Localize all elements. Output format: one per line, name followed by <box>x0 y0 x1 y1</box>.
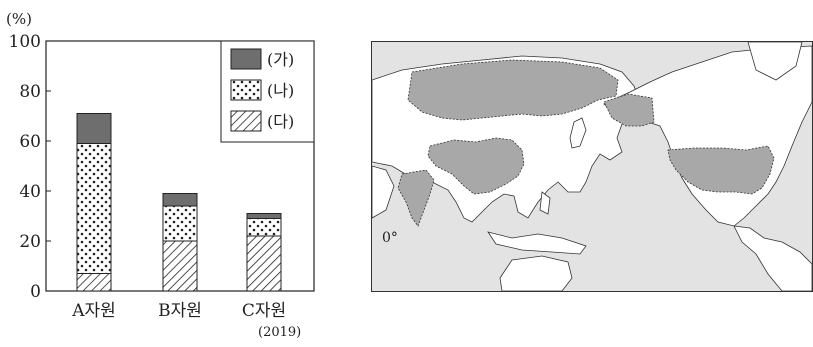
x-axis: A자원 B자원 C자원 <box>71 301 286 321</box>
bar-segment <box>162 193 198 207</box>
bars <box>76 113 282 292</box>
map-land-indonesia <box>487 231 587 255</box>
map-land-australia <box>499 255 573 291</box>
legend-label: (가) <box>267 50 294 69</box>
x-category-label: C자원 <box>242 301 286 321</box>
bar-segment <box>246 235 282 292</box>
map-land-africa <box>372 165 395 219</box>
legend: (가) (나) (다) <box>220 40 315 143</box>
bar-segment <box>76 113 112 144</box>
legend-label: (나) <box>267 81 294 100</box>
map-country-china <box>427 137 525 195</box>
y-tick-label: 100 <box>9 32 41 52</box>
y-tick-label: 20 <box>19 232 41 252</box>
y-axis: 0 20 40 60 80 100 <box>9 32 51 302</box>
legend-swatch <box>230 48 262 70</box>
x-category-label: B자원 <box>158 301 202 321</box>
y-unit-label: (%) <box>6 10 32 28</box>
map-land-japan <box>569 117 587 149</box>
map-country-usa <box>667 145 775 195</box>
y-tick-label: 80 <box>19 82 41 102</box>
legend-swatch <box>230 110 262 132</box>
bar-segment <box>76 273 112 292</box>
map-country-usa-alaska <box>603 93 655 127</box>
bar-segment <box>162 205 198 242</box>
stacked-bar-chart: (%) (2019) 0 20 40 60 80 100 A자원 B자원 C자원 (가) (나)… <box>6 10 315 340</box>
x-category-label: A자원 <box>71 301 116 321</box>
bar-segment <box>246 213 282 219</box>
bar-segment <box>246 218 282 237</box>
map-country-india <box>397 169 435 227</box>
bar-segment <box>162 240 198 292</box>
map-country-russia <box>407 59 619 121</box>
map-land-south-america <box>733 225 812 291</box>
equator-label: 0° <box>382 230 398 246</box>
bar-segment <box>76 143 112 274</box>
map-land-greenland <box>747 42 803 81</box>
world-map: 0° <box>371 41 813 292</box>
y-tick-label: 40 <box>19 182 41 202</box>
y-tick-label: 60 <box>19 132 41 152</box>
legend-swatch <box>230 79 262 101</box>
map-land-philippines <box>539 191 551 215</box>
year-label: (2019) <box>258 325 301 340</box>
y-tick-label: 0 <box>30 282 41 302</box>
legend-label: (다) <box>267 112 294 131</box>
